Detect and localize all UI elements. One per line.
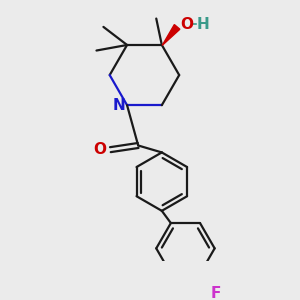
Text: O: O	[93, 142, 106, 157]
Text: H: H	[196, 16, 209, 32]
Text: F: F	[211, 286, 221, 300]
Polygon shape	[162, 25, 180, 45]
Text: O: O	[180, 16, 193, 32]
Text: N: N	[113, 98, 126, 113]
